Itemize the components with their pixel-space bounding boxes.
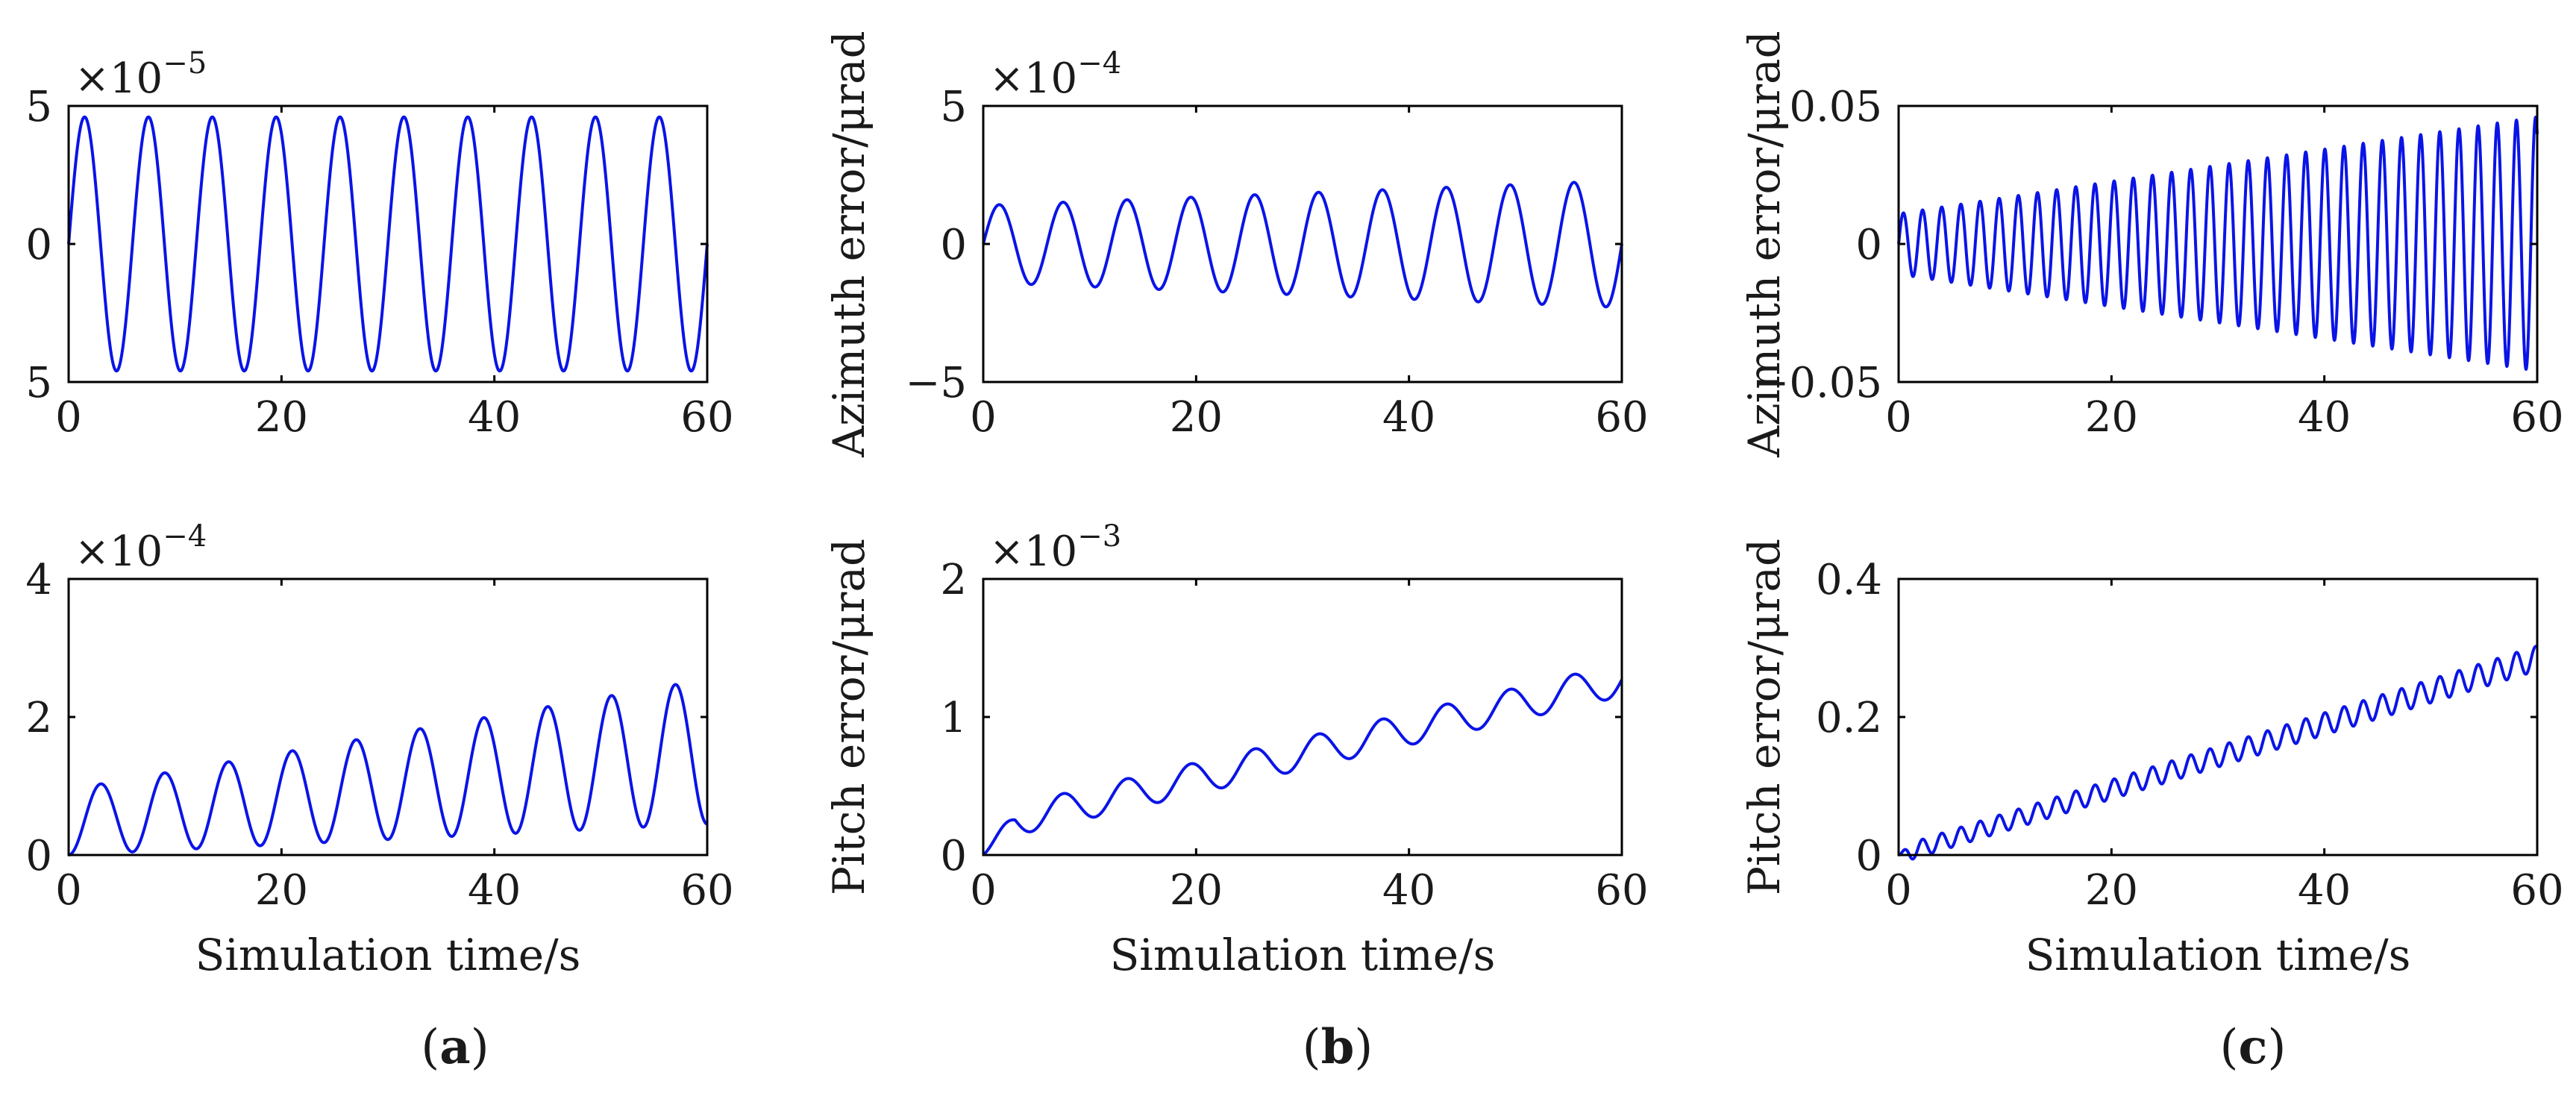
panel-label-c: (c) xyxy=(2220,1019,2287,1075)
y-tick-label: 0 xyxy=(940,832,967,880)
x-tick-label: 0 xyxy=(55,866,82,915)
x-tick-label: 60 xyxy=(2510,866,2563,915)
chart-c-bottom: 0 20 40 60 0.4 0.2 0 Pitch error/μrad Simulation… xyxy=(1739,539,2564,980)
y-tick-label: 2 xyxy=(940,556,967,604)
y-tick-label: 0.4 xyxy=(1816,556,1882,604)
series-line-a-bottom xyxy=(67,683,709,857)
x-tick-label: 20 xyxy=(255,866,308,915)
x-axis-label: Simulation time/s xyxy=(195,930,581,980)
x-tick-label: 60 xyxy=(680,393,733,442)
y-tick-label: 4 xyxy=(25,556,52,604)
exponent-label: ×10−3 xyxy=(989,519,1121,576)
y-tick-label: 0 xyxy=(25,832,52,880)
axes-frame-a-bottom xyxy=(67,577,709,857)
y-tick-label: −0.05 xyxy=(1754,359,1882,407)
x-axis-label: Simulation time/s xyxy=(2025,930,2411,980)
series-line-b-bottom xyxy=(982,672,1623,857)
x-tick-label: 20 xyxy=(1170,866,1223,915)
series-line-c-top xyxy=(1897,116,2539,371)
axes-frame-c-bottom xyxy=(1897,577,2539,857)
x-tick-label: 0 xyxy=(55,393,82,442)
x-tick-label: 60 xyxy=(2510,393,2563,442)
y-tick-label: 5 xyxy=(25,359,52,407)
x-tick-label: 40 xyxy=(1382,393,1435,442)
y-tick-label: 0 xyxy=(1855,832,1882,880)
x-tick-label: 40 xyxy=(2298,866,2351,915)
x-tick-label: 40 xyxy=(468,393,521,442)
exponent-label: ×10−4 xyxy=(989,46,1121,103)
exponent-label: ×10−4 xyxy=(75,519,207,576)
y-axis-label: Azimuth error/μrad xyxy=(824,31,874,458)
chart-b-bottom: 0 20 40 60 2 1 0 ×10−3 Pitch error/μrad Simulatio… xyxy=(824,519,1649,980)
y-tick-label: 0 xyxy=(940,221,967,269)
y-axis-label: Azimuth error/μrad xyxy=(1739,31,1790,458)
x-tick-label: 60 xyxy=(1595,393,1648,442)
x-tick-label: 0 xyxy=(970,866,997,915)
panel-label-a: (a) xyxy=(421,1019,489,1075)
x-tick-label: 0 xyxy=(1885,393,1912,442)
exponent-label: ×10−5 xyxy=(75,46,207,103)
x-axis-label: Simulation time/s xyxy=(1110,930,1496,980)
x-tick-label: 0 xyxy=(1885,866,1912,915)
y-tick-label: 5 xyxy=(940,83,967,131)
x-tick-label: 60 xyxy=(1595,866,1648,915)
y-tick-label: −5 xyxy=(905,359,967,407)
y-tick-label: 2 xyxy=(25,694,52,742)
y-tick-label: 0 xyxy=(25,221,52,269)
series-line-a-top xyxy=(67,115,709,373)
y-tick-label: 0.05 xyxy=(1789,83,1882,131)
y-axis-label: Pitch error/μrad xyxy=(824,539,874,895)
x-tick-label: 20 xyxy=(255,393,308,442)
axes-frame-b-bottom xyxy=(982,577,1623,857)
x-tick-label: 20 xyxy=(2085,393,2138,442)
x-tick-label: 0 xyxy=(970,393,997,442)
series-line-c-bottom xyxy=(1897,645,2539,861)
y-axis-label: Pitch error/μrad xyxy=(1739,539,1790,895)
y-tick-label: 0 xyxy=(1855,221,1882,269)
x-tick-label: 40 xyxy=(2298,393,2351,442)
y-tick-label: 1 xyxy=(940,694,967,742)
y-tick-label: 5 xyxy=(25,83,52,131)
x-tick-label: 20 xyxy=(1170,393,1223,442)
x-tick-label: 20 xyxy=(2085,866,2138,915)
series-line-b-top xyxy=(982,181,1623,309)
x-tick-label: 40 xyxy=(1382,866,1435,915)
x-tick-label: 60 xyxy=(680,866,733,915)
x-tick-label: 40 xyxy=(468,866,521,915)
y-tick-label: 0.2 xyxy=(1816,694,1882,742)
panel-label-b: (b) xyxy=(1303,1019,1373,1075)
